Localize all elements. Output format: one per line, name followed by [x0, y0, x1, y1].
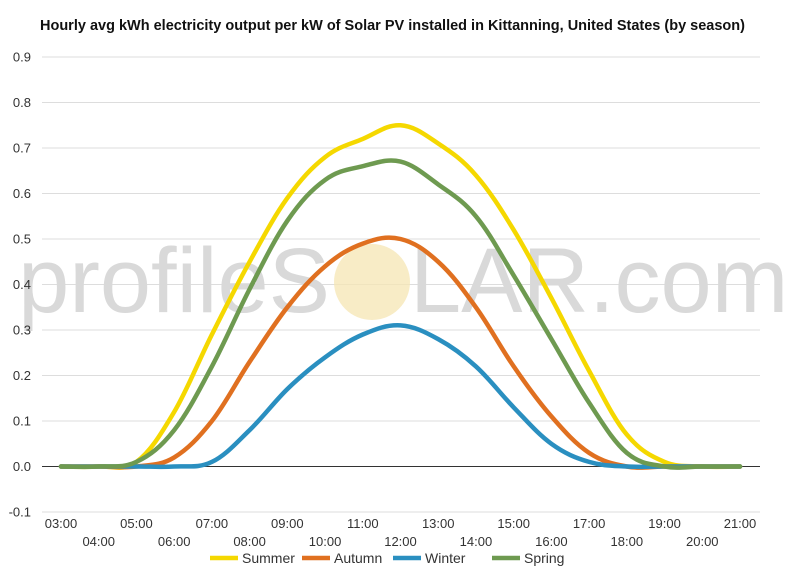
y-tick-label: -0.1 — [9, 505, 31, 520]
y-tick-label: 0.5 — [13, 232, 31, 247]
x-tick-label: 14:00 — [460, 534, 493, 549]
legend-label-winter: Winter — [425, 550, 466, 566]
x-tick-label: 20:00 — [686, 534, 719, 549]
x-tick-label: 08:00 — [233, 534, 266, 549]
chart-title: Hourly avg kWh electricity output per kW… — [40, 18, 745, 34]
y-tick-label: 0.8 — [13, 95, 31, 110]
x-axis-ticks: 03:00 04:00 05:00 06:00 07:00 08:00 09:00 10:00… — [45, 516, 757, 549]
y-tick-label: 0.4 — [13, 277, 31, 292]
x-tick-label: 13:00 — [422, 516, 455, 531]
x-tick-label: 12:00 — [384, 534, 417, 549]
series-lines — [58, 123, 743, 470]
watermark-right-text: LAR.com — [410, 230, 788, 332]
x-tick-label: 17:00 — [573, 516, 606, 531]
y-tick-label: 0.0 — [13, 459, 31, 474]
series-line-summer — [58, 123, 743, 470]
legend-label-spring: Spring — [524, 550, 564, 566]
y-tick-label: 0.1 — [13, 414, 31, 429]
gridlines — [42, 56, 760, 513]
x-tick-label: 19:00 — [648, 516, 681, 531]
x-tick-label: 05:00 — [120, 516, 153, 531]
series-line-winter — [58, 323, 743, 470]
watermark-sun-icon — [334, 244, 410, 320]
y-tick-label: 0.7 — [13, 141, 31, 156]
x-tick-label: 16:00 — [535, 534, 568, 549]
x-tick-label: 15:00 — [497, 516, 530, 531]
watermark: profileS LAR.com — [18, 230, 788, 332]
x-tick-label: 06:00 — [158, 534, 191, 549]
x-tick-label: 09:00 — [271, 516, 304, 531]
y-tick-label: 0.9 — [13, 50, 31, 65]
y-tick-label: 0.2 — [13, 368, 31, 383]
y-tick-label: 0.6 — [13, 186, 31, 201]
watermark-left-text: profileS — [18, 230, 330, 332]
y-axis-ticks: -0.1 0.0 0.1 0.2 0.3 0.4 0.5 0.6 0.7 0.8 0.9 — [9, 50, 31, 520]
x-tick-label: 07:00 — [196, 516, 229, 531]
legend: Summer Autumn Winter Spring — [210, 550, 564, 566]
x-tick-label: 04:00 — [82, 534, 115, 549]
x-tick-label: 18:00 — [611, 534, 644, 549]
y-tick-label: 0.3 — [13, 323, 31, 338]
legend-label-autumn: Autumn — [334, 550, 382, 566]
legend-label-summer: Summer — [242, 550, 295, 566]
x-tick-label: 10:00 — [309, 534, 342, 549]
x-tick-label: 03:00 — [45, 516, 78, 531]
x-tick-label: 11:00 — [347, 516, 379, 531]
x-tick-label: 21:00 — [724, 516, 757, 531]
series-line-spring — [58, 158, 743, 470]
